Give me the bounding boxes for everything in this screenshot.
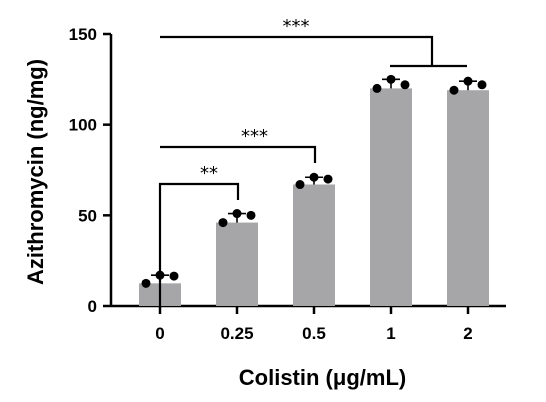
significance-bracket bbox=[158, 182, 240, 306]
bar bbox=[216, 222, 258, 306]
data-point bbox=[386, 74, 396, 84]
y-ticks: 0 50 100 150 bbox=[69, 25, 111, 316]
x-tick-label: 0 bbox=[155, 324, 164, 343]
y-axis-title: Azithromycin (ng/mg) bbox=[23, 59, 48, 285]
data-point bbox=[309, 172, 319, 182]
significance-brackets: ******** bbox=[158, 16, 467, 306]
y-tick-label: 100 bbox=[69, 116, 97, 135]
significance-label: *** bbox=[241, 126, 268, 147]
data-point bbox=[323, 174, 333, 184]
y-axis: 0 50 100 150 bbox=[69, 25, 113, 316]
bars bbox=[139, 88, 489, 307]
significance-bracket bbox=[160, 145, 317, 163]
significance-bracket bbox=[160, 35, 434, 66]
data-point bbox=[169, 271, 179, 281]
data-point bbox=[372, 83, 382, 93]
bar bbox=[293, 184, 335, 306]
x-tick-label: 0.25 bbox=[220, 324, 253, 343]
x-ticks: 0 0.25 0.5 1 2 bbox=[155, 306, 473, 343]
y-tick-label: 50 bbox=[78, 206, 97, 225]
data-point bbox=[477, 80, 487, 90]
bar bbox=[370, 88, 412, 307]
data-point bbox=[295, 180, 305, 190]
significance-label: *** bbox=[283, 16, 310, 37]
x-tick-label: 0.5 bbox=[302, 324, 326, 343]
x-axis: 0 0.25 0.5 1 2 bbox=[111, 304, 506, 343]
bar bbox=[447, 90, 489, 306]
data-point bbox=[463, 76, 473, 86]
data-point bbox=[232, 209, 242, 219]
x-tick-label: 2 bbox=[463, 324, 472, 343]
data-point bbox=[246, 210, 256, 220]
y-tick-label: 0 bbox=[88, 297, 97, 316]
x-tick-label: 1 bbox=[386, 324, 395, 343]
x-axis-title: Colistin (μg/mL) bbox=[239, 365, 406, 390]
significance-label: ** bbox=[200, 163, 218, 184]
data-point bbox=[218, 218, 228, 228]
data-point bbox=[449, 85, 459, 95]
y-tick-label: 150 bbox=[69, 25, 97, 44]
data-point bbox=[400, 80, 410, 90]
data-point bbox=[141, 278, 151, 288]
